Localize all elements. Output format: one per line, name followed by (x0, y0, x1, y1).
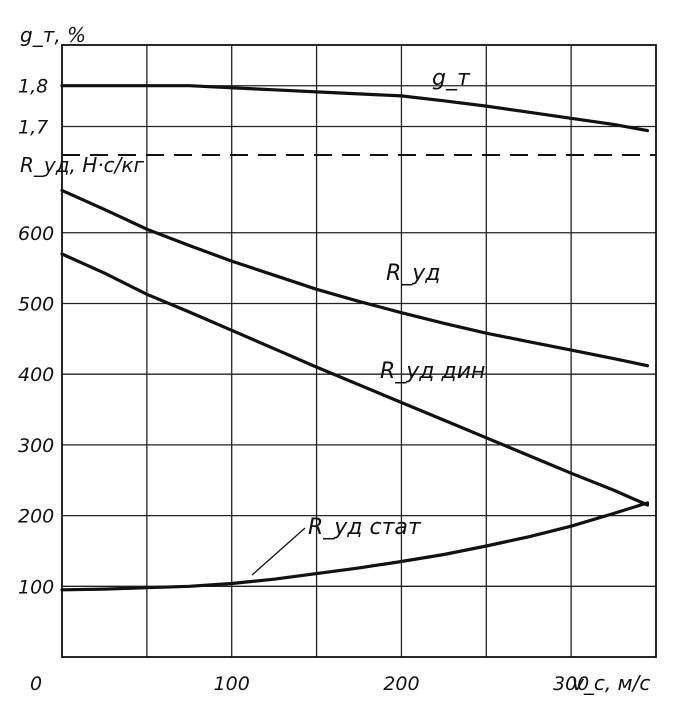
y-tick-labels: 1,8 1,7 100 200 300 400 500 600 (18, 76, 54, 599)
y-tick-label: 600 (18, 223, 54, 245)
grid (62, 45, 656, 657)
plot-frame (61, 44, 657, 658)
y-tick-label: 200 (18, 506, 54, 528)
y-tick-label: 400 (18, 364, 54, 386)
series-lines (60, 84, 650, 592)
x-axis-label: v_c, м/с (572, 671, 650, 695)
y-tick-label: 100 (18, 576, 54, 598)
y-tick-label: 1,8 (18, 76, 48, 98)
y-tick-label: 500 (18, 293, 54, 315)
x-tick-label: 0 (30, 673, 42, 695)
series-line-rud-stat (60, 501, 650, 592)
series-label-gt: g_т (432, 66, 471, 91)
series-label-rud-stat: R_уд стат (308, 515, 422, 540)
series-label-rud: R_уд (386, 261, 441, 286)
series-line-rud (60, 188, 650, 368)
series-line-gt (60, 84, 650, 133)
y-tick-label: 300 (18, 435, 54, 457)
top-y-axis-label: g_т, % (20, 23, 86, 47)
series-label-rud-din: R_уд дин (380, 359, 485, 384)
x-tick-label: 300 (553, 673, 589, 695)
x-tick-label: 200 (383, 673, 419, 695)
x-tick-label: 100 (214, 673, 250, 695)
x-tick-labels: 0 100 200 300 (30, 673, 589, 695)
leader-line-rud-stat (251, 527, 306, 576)
series-line-rud-din (60, 252, 650, 507)
y-tick-label: 1,7 (18, 116, 48, 138)
bottom-y-axis-label: R_уд, Н·с/кг (20, 153, 144, 177)
